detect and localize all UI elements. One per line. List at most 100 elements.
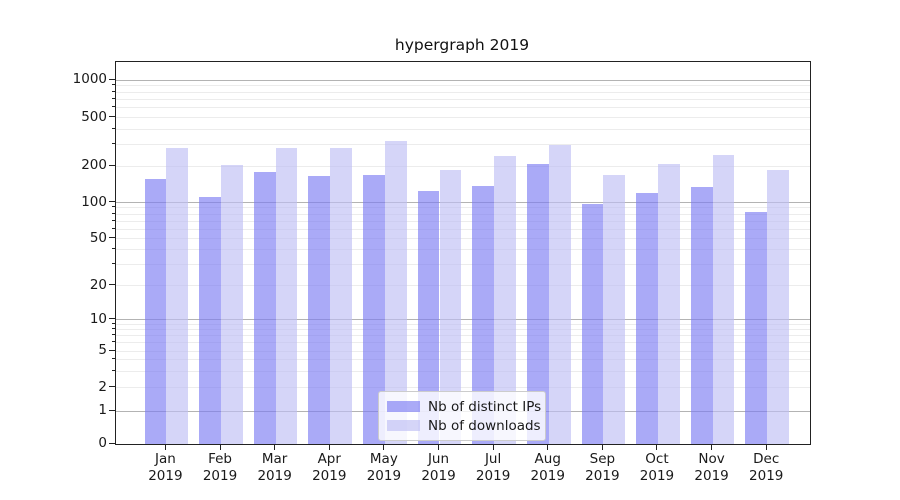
gridline-minor [116, 228, 810, 230]
bar-downloads-jul [494, 155, 516, 444]
y-tick-mark-minor [112, 164, 116, 166]
x-tick-mark [765, 444, 767, 450]
gridline-minor [116, 342, 810, 344]
plot-area [115, 61, 811, 445]
y-tick-mark-minor [112, 212, 116, 214]
gridline-minor [116, 329, 810, 331]
gridline-minor [116, 128, 810, 130]
bar-downloads-dec [767, 170, 790, 444]
y-tick-mark-minor [112, 97, 116, 99]
gridline-minor [116, 387, 810, 388]
gridline-minor [116, 335, 810, 337]
gridline-minor [116, 323, 810, 325]
bar-downloads-oct [657, 164, 680, 444]
x-tick-label-oct: Oct 2019 [639, 451, 675, 484]
x-tick-label-sep: Sep 2019 [585, 451, 620, 484]
gridline-minor [116, 117, 810, 118]
x-tick-mark [164, 444, 166, 450]
bar-distinct-ips-oct [636, 192, 658, 444]
y-tick-mark-minor [112, 341, 116, 343]
y-tick-mark-minor [112, 263, 116, 265]
bar-downloads-apr [330, 148, 353, 444]
y-tick-mark-minor [112, 84, 116, 86]
y-tick-mark-minor [112, 349, 116, 351]
gridline-minor [116, 213, 810, 215]
legend-entry-downloads: Nb of downloads [379, 416, 545, 435]
y-tick-mark-minor [112, 237, 116, 238]
x-tick-mark [492, 444, 494, 450]
bar-distinct-ips-jan [144, 179, 167, 444]
gridline-minor [116, 85, 810, 87]
gridline-minor [116, 165, 810, 167]
y-tick-mark-minor [112, 369, 116, 371]
gridline-major [116, 79, 810, 81]
gridline-minor [116, 350, 810, 352]
bar-distinct-ips-feb [199, 197, 222, 444]
y-tick-label: 100 [81, 193, 107, 210]
y-tick-label: 1 [98, 402, 107, 418]
chart-title: hypergraph 2019 [394, 36, 530, 54]
bar-downloads-feb [221, 164, 243, 444]
gridline-minor [116, 98, 810, 100]
y-tick-label: 0 [98, 435, 107, 451]
x-tick-mark [547, 444, 549, 450]
y-tick-mark-minor [112, 358, 116, 360]
y-tick-mark-minor [112, 206, 116, 208]
bar-downloads-jan [166, 148, 189, 444]
x-tick-label-jun: Jun 2019 [421, 451, 456, 484]
gridline-minor [116, 220, 810, 222]
bar-downloads-mar [275, 148, 298, 444]
bar-downloads-nov [712, 155, 735, 444]
gridline-minor [116, 238, 810, 239]
x-tick-mark [601, 444, 603, 450]
y-tick-mark [109, 78, 116, 80]
y-tick-label: 5 [98, 342, 107, 358]
y-tick-mark-minor [112, 227, 116, 229]
legend: Nb of distinct IPs Nb of downloads [378, 391, 546, 441]
y-tick-mark-minor [112, 386, 116, 387]
y-tick-label: 1000 [72, 71, 107, 87]
x-tick-mark [219, 444, 221, 450]
y-tick-mark-minor [112, 284, 116, 285]
x-tick-label-feb: Feb 2019 [202, 451, 238, 484]
x-tick-label-jan: Jan 2019 [148, 451, 183, 484]
y-tick-mark-minor [112, 106, 116, 108]
x-tick-label-mar: Mar 2019 [257, 451, 292, 484]
bar-distinct-ips-sep [581, 204, 604, 444]
bar-downloads-jun [439, 169, 462, 444]
y-tick-mark-minor [112, 143, 116, 145]
bar-distinct-ips-jul [472, 185, 495, 444]
bar-downloads-may [384, 141, 407, 444]
legend-label-downloads: Nb of downloads [428, 417, 541, 434]
y-tick-mark-minor [112, 248, 116, 250]
y-tick-mark-minor [112, 90, 116, 92]
x-tick-label-nov: Nov 2019 [694, 451, 729, 484]
y-tick-label: 10 [89, 310, 107, 327]
bar-distinct-ips-mar [253, 171, 276, 444]
bar-distinct-ips-dec [745, 211, 768, 444]
y-tick-mark [109, 442, 116, 444]
x-tick-mark [438, 444, 439, 450]
y-tick-label: 50 [89, 229, 107, 246]
x-tick-label-aug: Aug 2019 [530, 451, 565, 484]
bar-downloads-aug [548, 144, 571, 444]
bar-distinct-ips-jun [417, 190, 440, 444]
y-tick-label: 20 [89, 276, 107, 293]
legend-entry-distinct-ips: Nb of distinct IPs [379, 397, 545, 416]
gridline-minor [116, 359, 810, 361]
legend-swatch-downloads-icon [387, 420, 420, 431]
gridline-minor [116, 144, 810, 146]
x-tick-label-jul: Jul 2019 [475, 451, 511, 484]
y-tick-mark-minor [112, 219, 116, 221]
gridline-minor [116, 107, 810, 109]
gridline-minor [116, 249, 810, 251]
x-tick-mark [274, 444, 276, 450]
gridline-minor [116, 370, 810, 372]
bar-distinct-ips-aug [526, 163, 549, 444]
legend-label-distinct-ips: Nb of distinct IPs [428, 398, 542, 415]
bar-distinct-ips-nov [690, 186, 713, 444]
x-tick-mark [711, 444, 713, 450]
y-tick-mark-minor [112, 116, 116, 117]
y-tick-label: 500 [81, 108, 107, 125]
